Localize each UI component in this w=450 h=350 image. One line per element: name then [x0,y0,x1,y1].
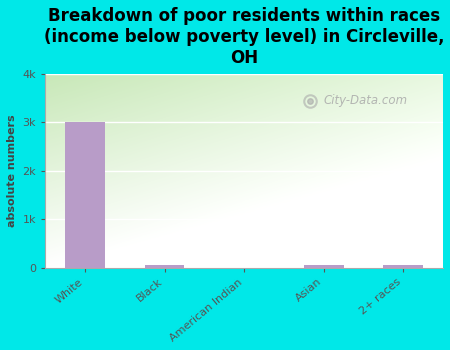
Bar [304,265,344,268]
Title: Breakdown of poor residents within races
(income below poverty level) in Circlev: Breakdown of poor residents within races… [44,7,444,66]
Text: City-Data.com: City-Data.com [324,94,408,107]
Bar [383,265,423,268]
Y-axis label: absolute numbers: absolute numbers [7,114,17,227]
Bar [65,122,105,268]
Bar [144,265,184,268]
